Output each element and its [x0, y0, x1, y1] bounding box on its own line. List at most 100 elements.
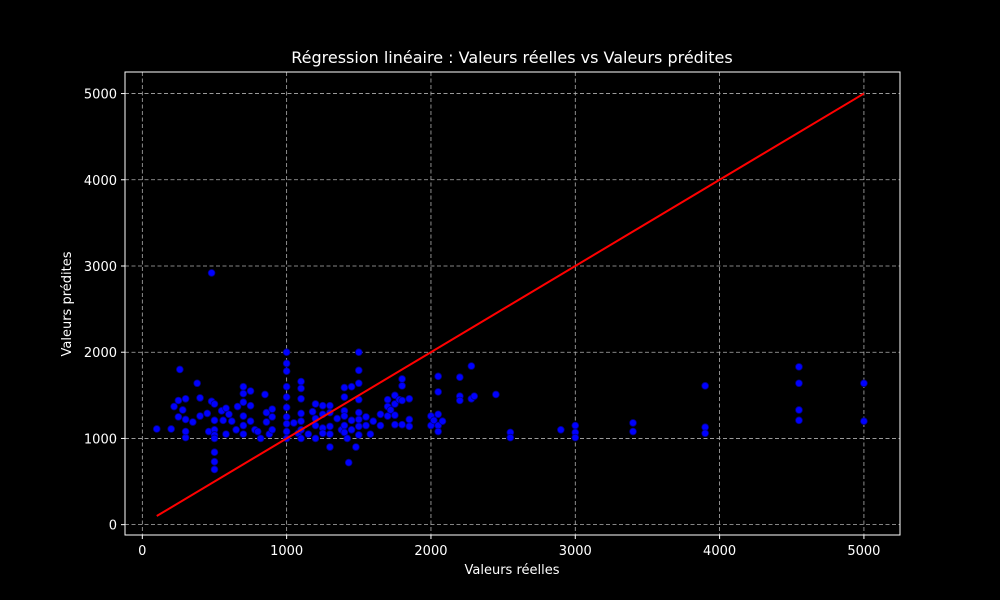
y-tick-label: 3000 — [84, 260, 117, 275]
scatter-point — [376, 421, 385, 430]
grid — [125, 72, 900, 535]
scatter-point — [210, 416, 219, 425]
scatter-point — [383, 395, 392, 404]
scatter-point — [210, 434, 219, 443]
scatter-point — [311, 400, 320, 408]
scatter-point — [210, 400, 219, 408]
scatter-point — [571, 421, 580, 430]
reference-line — [156, 92, 865, 517]
scatter-point — [383, 412, 392, 420]
y-axis-label: Valeurs prédites — [60, 251, 75, 356]
scatter-point — [196, 394, 204, 402]
axis-ticks: 0 1000 2000 3000 4000 5000 0 1000 2000 3000 4000 50… — [84, 88, 881, 559]
scatter-point — [860, 379, 868, 388]
scatter-point — [347, 416, 356, 425]
scatter-point — [210, 457, 219, 466]
scatter-point — [219, 416, 227, 425]
scatter-point — [176, 365, 184, 374]
scatter-point — [386, 406, 395, 414]
scatter-point — [308, 407, 317, 416]
plot-area-frame — [124, 71, 901, 536]
scatter-point — [232, 426, 240, 434]
y-tick-label: 0 — [109, 519, 117, 534]
x-tick-label: 4000 — [703, 544, 736, 559]
scatter-point — [297, 394, 305, 403]
scatter-point — [369, 417, 378, 425]
scatter-point — [354, 366, 363, 375]
scatter-point — [795, 406, 803, 414]
scatter-point — [362, 413, 370, 421]
scatter-point — [795, 416, 803, 425]
scatter-point — [506, 433, 515, 442]
scatter-point — [340, 383, 349, 392]
scatter-point — [261, 390, 269, 399]
scatter-point — [239, 412, 248, 420]
scatter-point — [398, 382, 406, 390]
scatter-point — [181, 415, 190, 424]
scatter-point — [629, 419, 637, 427]
scatter-point — [366, 430, 375, 438]
scatter-point — [193, 379, 201, 388]
scatter-point — [239, 398, 248, 407]
scatter-point — [470, 392, 479, 400]
scatter-point — [297, 384, 305, 393]
scatter-point — [340, 393, 349, 401]
scatter-point — [167, 425, 175, 433]
scatter-point — [557, 426, 565, 434]
scatter-point — [181, 394, 190, 403]
scatter-point — [362, 421, 370, 430]
scatter-point — [354, 348, 363, 357]
scatter-point — [340, 421, 349, 430]
scatter-point — [347, 382, 356, 391]
scatter-point — [860, 417, 868, 425]
scatter-point — [297, 409, 305, 418]
regression-line — [156, 92, 865, 517]
scatter-point — [196, 412, 204, 420]
scatter-point — [282, 413, 291, 421]
scatter-point — [210, 465, 219, 474]
scatter-point — [398, 396, 406, 405]
scatter-point — [268, 405, 277, 413]
scatter-point — [326, 401, 334, 410]
y-tick-label: 2000 — [84, 346, 117, 361]
scatter-point — [282, 367, 291, 375]
x-axis-label: Valeurs réelles — [465, 563, 560, 578]
scatter-point — [227, 417, 236, 425]
scatter-point — [405, 415, 414, 424]
scatter-point — [282, 403, 291, 412]
scatter-point — [456, 373, 464, 382]
scatter-point — [239, 430, 248, 438]
scatter-point — [174, 396, 183, 405]
scatter-point — [246, 401, 255, 410]
scatter-point — [246, 417, 255, 425]
scatter-point — [268, 426, 277, 434]
scatter-point — [326, 430, 334, 438]
scatter-point — [398, 375, 406, 383]
scatter-point — [210, 448, 219, 457]
scatter-point — [246, 387, 255, 395]
scatter-point — [318, 429, 327, 438]
scatter-point — [282, 393, 291, 401]
scatter-point — [492, 390, 500, 399]
scatter-point — [282, 382, 291, 391]
scatter-point — [152, 425, 161, 433]
y-tick-label: 1000 — [84, 432, 117, 447]
scatter-point — [189, 418, 197, 426]
scatter-point — [467, 362, 476, 370]
scatter-point — [405, 422, 414, 431]
chart-title: Régression linéaire : Valeurs réelles vs… — [291, 48, 732, 67]
scatter-point — [434, 372, 442, 381]
scatter-point — [170, 402, 178, 411]
scatter-point — [222, 430, 230, 438]
scatter-point — [434, 388, 442, 396]
scatter-point — [354, 422, 363, 431]
scatter-point — [207, 269, 216, 277]
scatter-point — [225, 410, 233, 419]
x-tick-label: 3000 — [559, 544, 592, 559]
scatter-point — [391, 411, 399, 419]
scatter-point — [178, 406, 187, 414]
scatter-point — [405, 394, 414, 403]
scatter-point — [344, 458, 353, 467]
scatter-point — [304, 430, 313, 438]
scatter-point — [268, 413, 277, 421]
